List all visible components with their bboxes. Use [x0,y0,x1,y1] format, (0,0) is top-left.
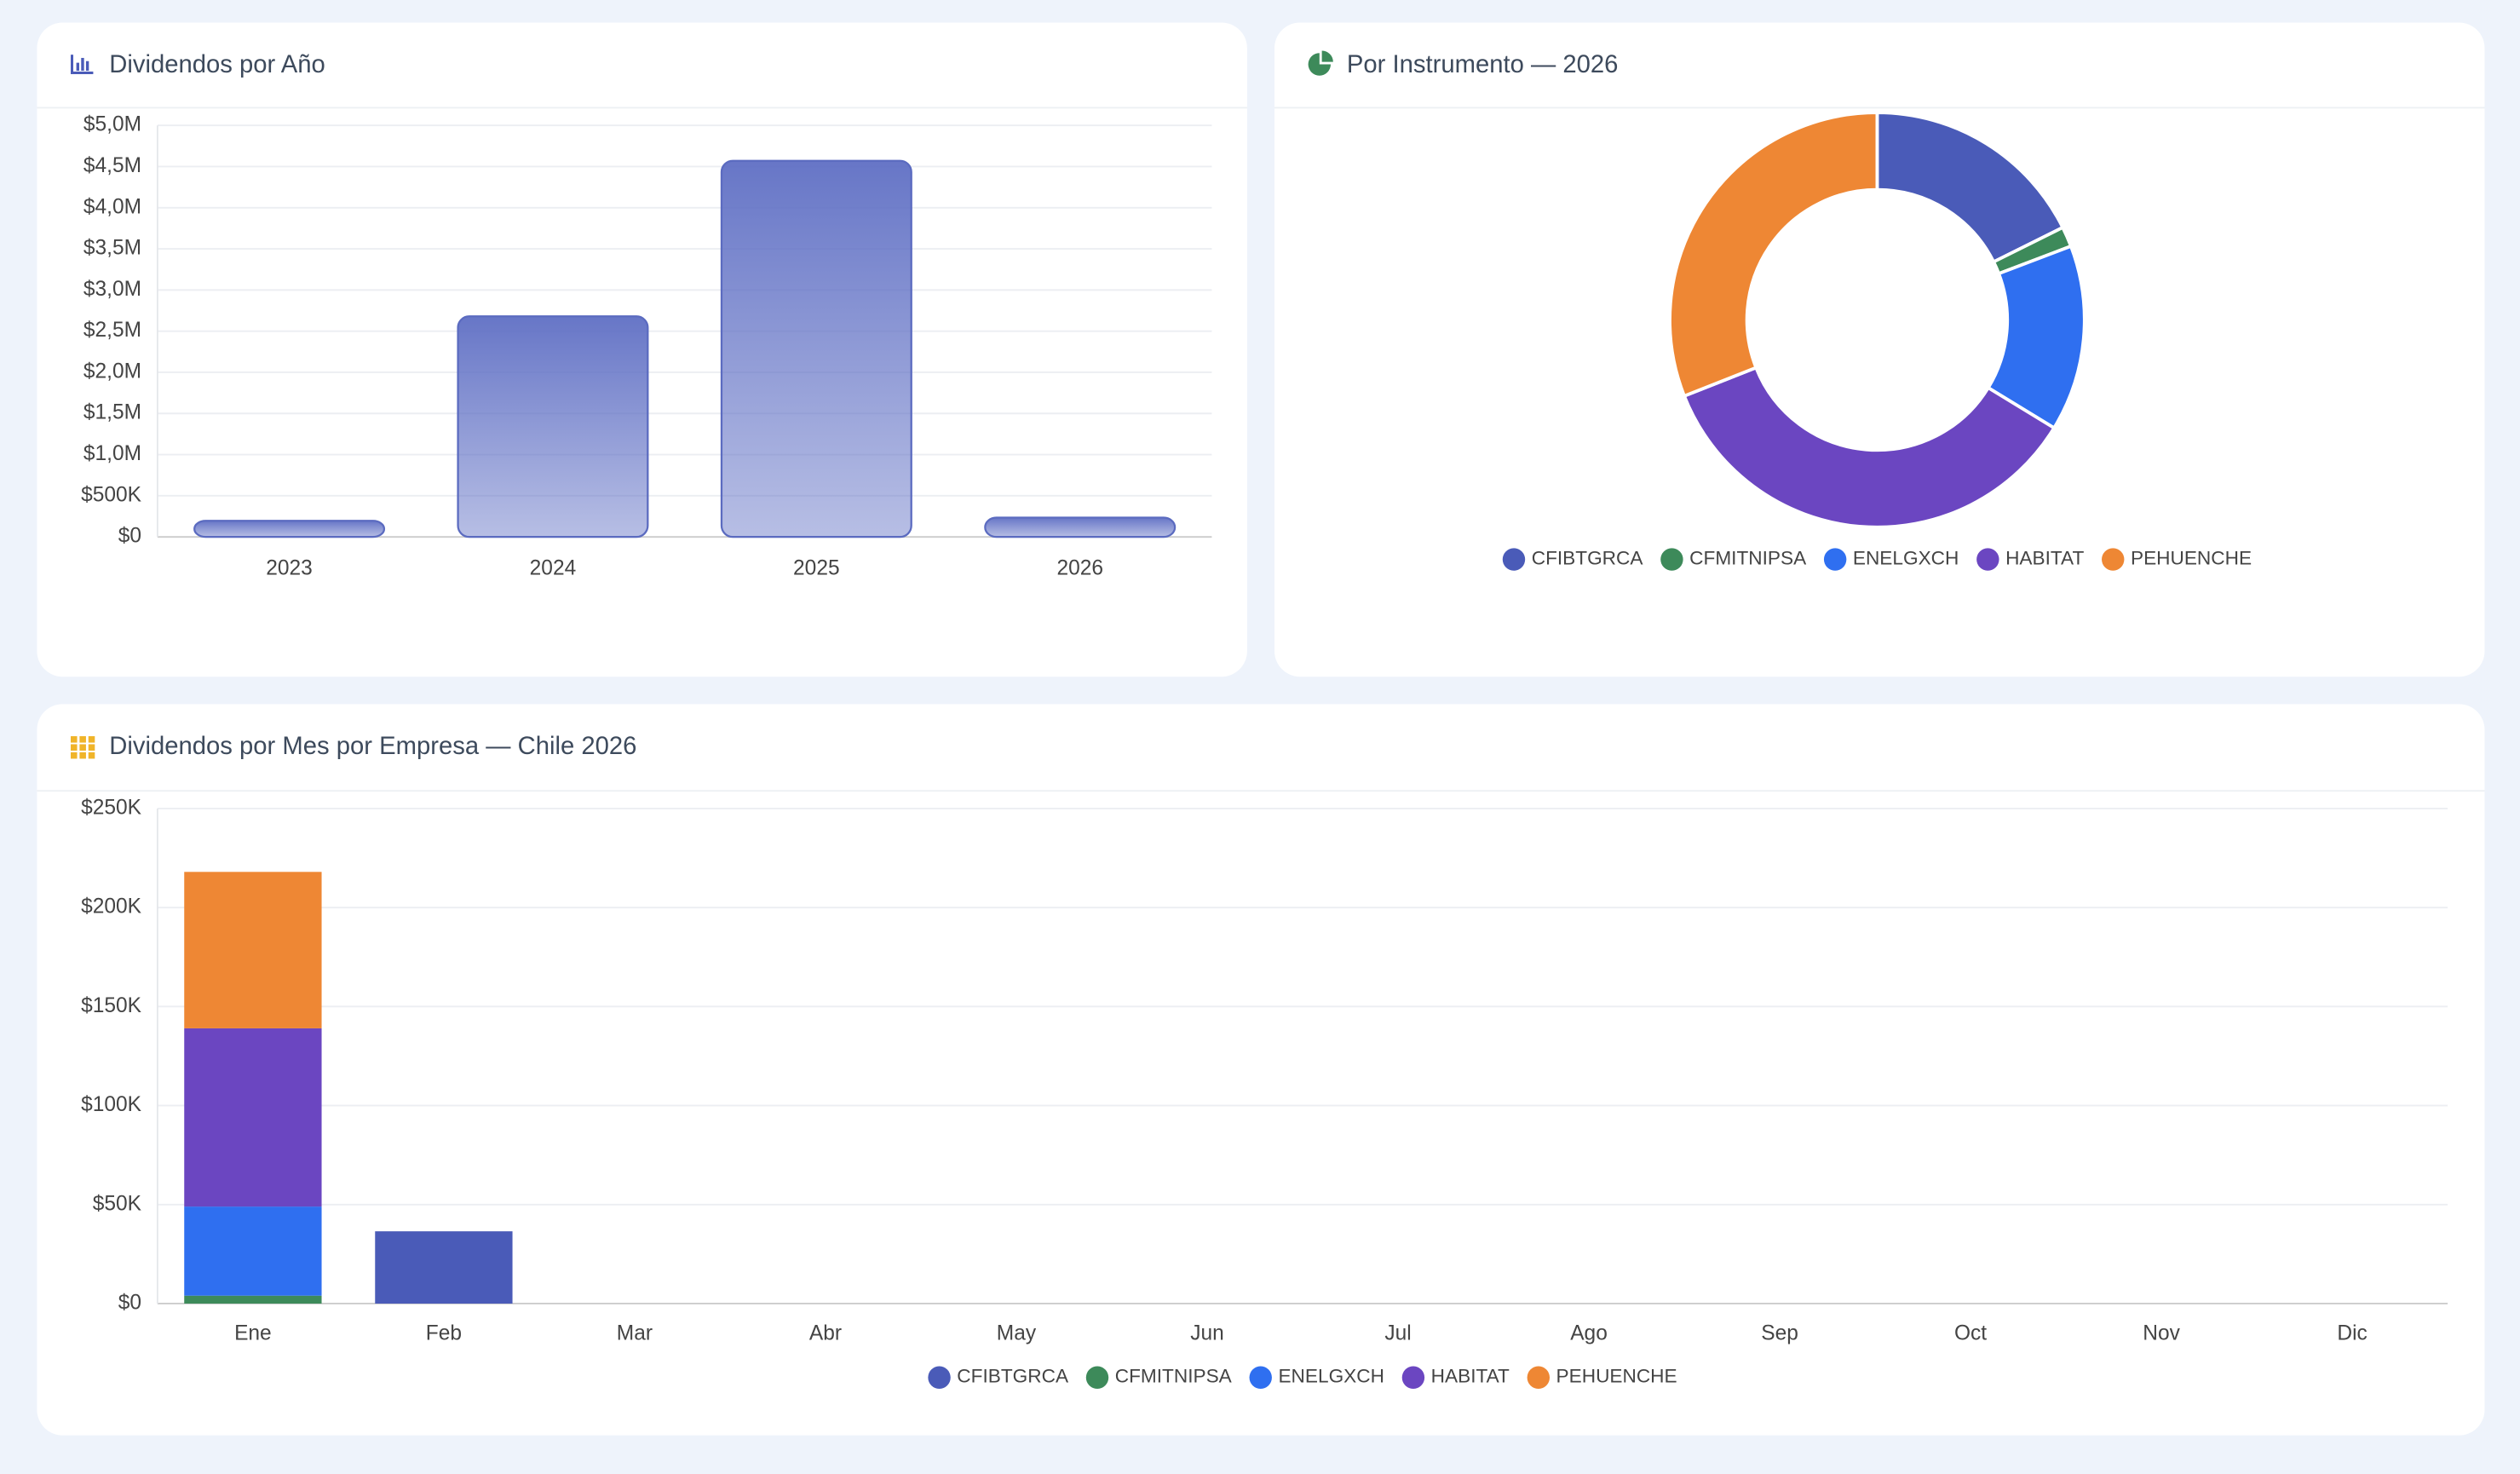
legend-label: PEHUENCHE [2131,548,2252,569]
y-tick-label: $5,0M [83,113,141,136]
x-tick-label: 2023 [266,556,313,579]
grid-icon [71,736,95,759]
y-tick-label: $1,0M [83,442,141,465]
bar [720,159,912,538]
x-tick-label: Nov [2143,1321,2180,1344]
bar-segment [184,1028,322,1207]
donut-slice [1668,111,1879,399]
legend-label: HABITAT [1431,1366,1510,1387]
x-tick-label: Jul [1384,1321,1411,1344]
y-tick-label: $3,5M [83,237,141,260]
legend: CFIBTGRCA CFMITNIPSA ENELGXCH HABITAT PEHUEN… [1502,548,2252,571]
legend: CFIBTGRCA CFMITNIPSA ENELGXCH HABITAT PEHUEN… [928,1366,1677,1389]
legend-swatch [1085,1366,1109,1389]
x-tick-label: Mar [617,1321,653,1344]
card-title: Por Instrumento — 2026 [1347,51,1619,78]
y-tick-label: $4,0M [83,195,141,218]
card [1274,22,2485,677]
legend-swatch [1976,548,1999,571]
y-tick-label: $2,0M [83,360,141,383]
legend-swatch [1823,548,1847,571]
legend-label: ENELGXCH [1853,548,1959,569]
bar [984,516,1177,538]
card [37,704,2485,1436]
bar-segment [375,1231,513,1304]
legend-swatch [1502,548,1526,571]
legend-label: CFMITNIPSA [1689,548,1807,569]
legend-label: ENELGXCH [1278,1366,1384,1387]
y-tick-label: $100K [81,1093,142,1116]
legend-swatch [1401,1366,1425,1389]
legend-label: CFIBTGRCA [957,1366,1069,1387]
x-tick-label: Feb [426,1321,462,1344]
legend-label: PEHUENCHE [1556,1366,1677,1387]
bar-segment [184,1295,322,1304]
bar [457,315,649,538]
legend-swatch [928,1366,951,1389]
y-tick-label: $3,0M [83,278,141,301]
x-tick-label: Dic [2337,1321,2367,1344]
y-tick-label: $0 [118,525,141,548]
legend-swatch [1527,1366,1551,1389]
x-tick-label: Oct [1954,1321,1987,1344]
y-tick-label: $2,5M [83,319,141,342]
x-tick-label: 2024 [530,556,577,579]
bar-icon [71,55,94,75]
x-tick-label: May [997,1321,1037,1344]
y-tick-label: $200K [81,895,142,918]
x-tick-label: Abr [809,1321,842,1344]
legend-label: CFIBTGRCA [1532,548,1644,569]
x-tick-label: 2026 [1056,556,1103,579]
legend-label: HABITAT [2005,548,2084,569]
x-tick-label: Jun [1190,1321,1224,1344]
x-tick-label: Ago [1570,1321,1608,1344]
x-tick-label: Ene [234,1321,272,1344]
card-title: Dividendos por Año [109,51,325,78]
bar [193,520,386,538]
y-tick-label: $250K [81,796,142,819]
x-tick-label: Sep [1761,1321,1798,1344]
card-title: Dividendos por Mes por Empresa — Chile 2… [109,733,636,760]
bar-segment [184,1206,322,1296]
y-tick-label: $150K [81,994,142,1017]
legend-swatch [1249,1366,1272,1389]
x-tick-label: 2025 [793,556,840,579]
y-tick-label: $0 [118,1291,141,1314]
y-tick-label: $1,5M [83,401,141,424]
legend-label: CFMITNIPSA [1115,1366,1233,1387]
y-tick-label: $500K [81,483,142,506]
bar-segment [184,872,322,1028]
legend-swatch [1660,548,1683,571]
legend-swatch [2102,548,2125,571]
y-tick-label: $4,5M [83,154,141,177]
y-tick-label: $50K [93,1192,142,1215]
donut-slice [1682,366,2057,529]
